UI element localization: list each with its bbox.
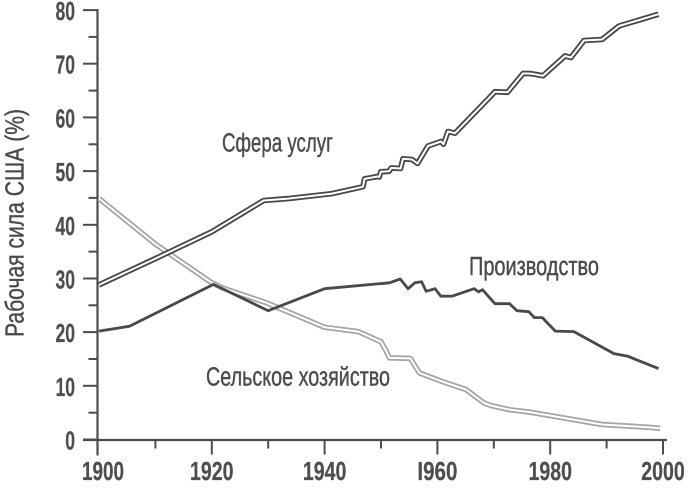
svg-text:1900: 1900	[82, 456, 124, 486]
svg-text:Сельское хозяйство: Сельское хозяйство	[206, 363, 390, 391]
svg-text:30: 30	[56, 265, 76, 295]
svg-text:Сфера услуг: Сфера услуг	[222, 130, 333, 158]
svg-text:20: 20	[56, 318, 76, 348]
svg-text:50: 50	[56, 157, 76, 187]
svg-text:1980: 1980	[528, 456, 572, 486]
svg-text:Производство: Производство	[469, 253, 599, 281]
svg-text:60: 60	[56, 103, 76, 133]
svg-text:40: 40	[56, 211, 76, 241]
svg-text:1920: 1920	[190, 456, 234, 486]
svg-text:I960: I960	[417, 456, 457, 486]
svg-text:Рабочая сила США (%): Рабочая сила США (%)	[2, 109, 30, 337]
svg-text:70: 70	[56, 50, 76, 80]
svg-text:80: 80	[56, 0, 76, 26]
svg-text:0: 0	[65, 426, 75, 456]
svg-text:10: 10	[56, 372, 76, 402]
svg-text:1940: 1940	[303, 456, 347, 486]
svg-text:2000: 2000	[641, 456, 685, 486]
